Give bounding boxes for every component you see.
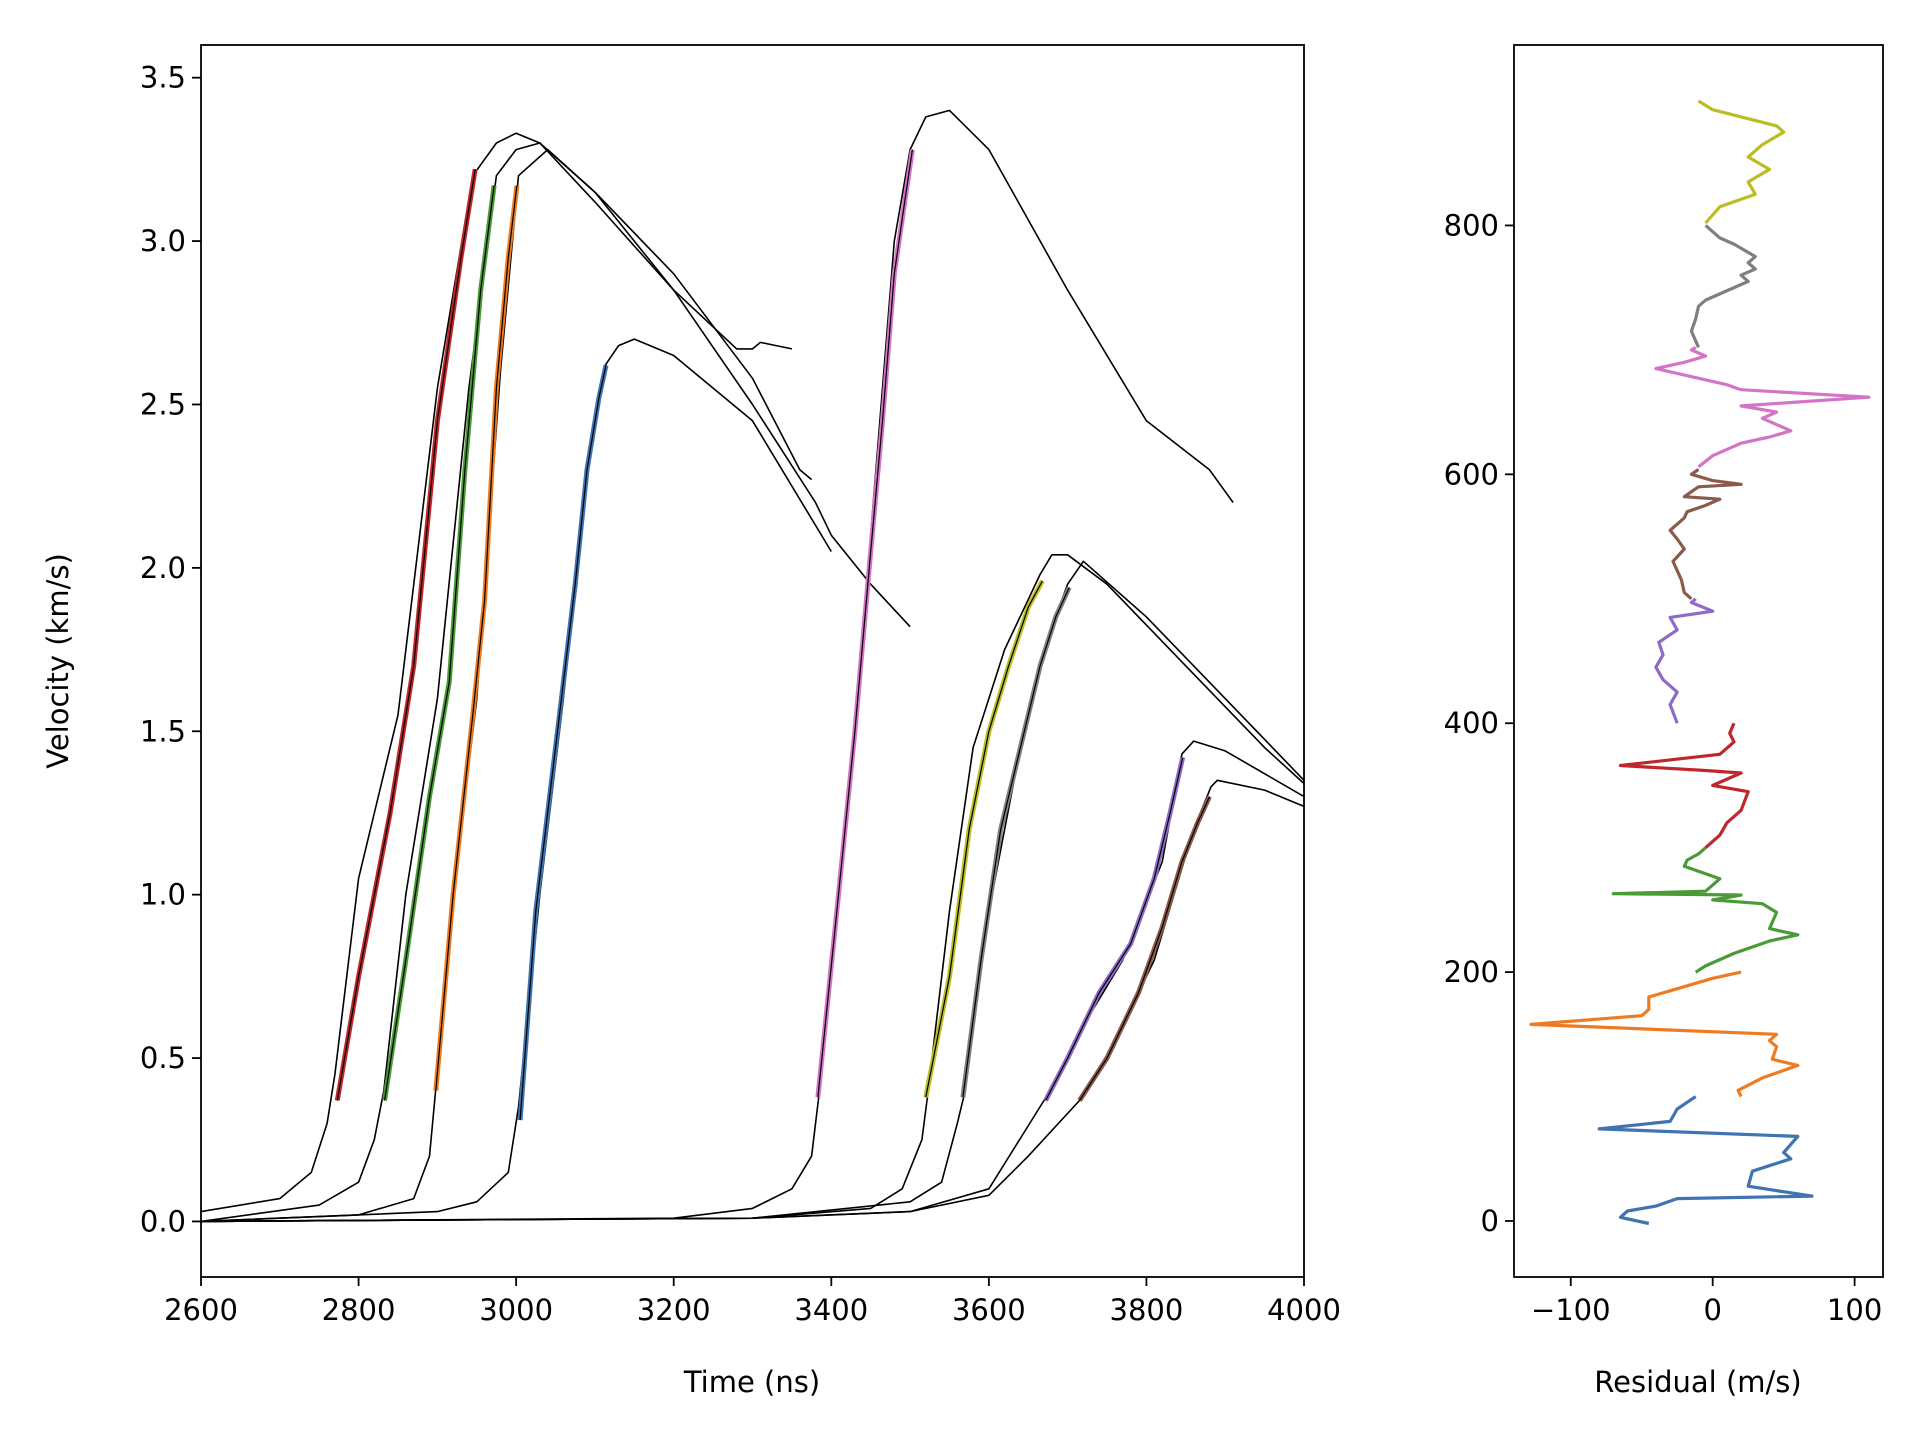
measured-traces <box>200 109 1305 1223</box>
fit-centerline-3 <box>519 365 607 1121</box>
x-tick-label: 2600 <box>164 1293 238 1327</box>
y-tick-label: 0.5 <box>140 1041 186 1075</box>
x-tick-label: 3200 <box>637 1293 711 1327</box>
y-tick-label: 2.0 <box>140 551 186 585</box>
fit-centerline-0 <box>336 169 476 1101</box>
fit-centerline-1 <box>384 185 495 1101</box>
y-tick-label: 2.5 <box>140 387 186 421</box>
x-tick-label: 0 <box>1703 1293 1721 1327</box>
x-tick-label: 4000 <box>1267 1293 1341 1327</box>
x-tick-label: 3800 <box>1110 1293 1184 1327</box>
residual-series-7 <box>1689 224 1757 349</box>
x-tick-label: 3000 <box>479 1293 553 1327</box>
x-tick-label: 100 <box>1827 1293 1882 1327</box>
velocity-plot-frame <box>200 44 1305 1278</box>
velocity-panel: 2600 2800 3000 3200 3400 3600 3800 4000 0.0 0.5 1… <box>41 44 1341 1399</box>
y-tick-label: 200 <box>1444 955 1499 989</box>
y-axis-ticks: 0.0 0.5 1.0 1.5 2.0 2.5 3.0 3.5 <box>140 61 201 1238</box>
x-tick-label: 2800 <box>322 1293 396 1327</box>
x-axis-ticks-residual: −100 0 100 <box>1531 1277 1882 1327</box>
residual-series-1 <box>1529 970 1800 1098</box>
x-axis-ticks: 2600 2800 3000 3200 3400 3600 3800 4000 <box>164 1277 1341 1327</box>
fit-centerline-6 <box>962 587 1070 1098</box>
measured-trace-0 <box>200 132 793 1213</box>
residual-series <box>1529 99 1871 1226</box>
residual-series-6 <box>1654 346 1871 469</box>
fit-centerline-4 <box>817 149 913 1098</box>
fit-centerline-7 <box>1045 757 1184 1101</box>
fit-centerline-5 <box>925 580 1043 1098</box>
x-axis-label-residual: Residual (m/s) <box>1594 1365 1801 1399</box>
residual-panel: −100 0 100 0 200 400 600 800 Residual (m/s) <box>1444 44 1884 1399</box>
residual-series-0 <box>1597 1095 1814 1226</box>
fit-centerline-2 <box>435 185 518 1091</box>
x-tick-label: 3400 <box>794 1293 868 1327</box>
fit-segment-6 <box>960 586 1072 1098</box>
fit-segment-5 <box>923 579 1045 1098</box>
residual-series-4 <box>1654 597 1715 724</box>
y-tick-label: 3.0 <box>140 224 186 258</box>
y-tick-label: 600 <box>1444 457 1499 491</box>
x-tick-label: −100 <box>1531 1293 1611 1327</box>
measured-trace-5 <box>200 553 1305 1223</box>
y-axis-label: Velocity (km/s) <box>41 553 75 769</box>
measured-trace-1 <box>200 142 911 1223</box>
y-tick-label: 0.0 <box>140 1204 186 1238</box>
residual-series-2 <box>1611 846 1800 974</box>
residual-series-3 <box>1618 722 1750 849</box>
fit-segment-3 <box>517 364 609 1121</box>
y-tick-label: 0 <box>1481 1204 1499 1238</box>
measured-trace-6 <box>200 560 1305 1223</box>
residual-plot-frame <box>1513 44 1884 1278</box>
measured-trace-7 <box>200 740 1305 1223</box>
y-tick-label: 800 <box>1444 208 1499 242</box>
y-tick-label: 1.5 <box>140 714 186 748</box>
measured-trace-3 <box>200 338 832 1223</box>
x-tick-label: 3600 <box>952 1293 1026 1327</box>
x-axis-label: Time (ns) <box>683 1365 820 1399</box>
y-tick-label: 400 <box>1444 706 1499 740</box>
fit-segments <box>334 149 1212 1121</box>
measured-trace-2 <box>200 148 813 1223</box>
y-tick-label: 1.0 <box>140 878 186 912</box>
fit-centerline-8 <box>1078 796 1211 1101</box>
measured-trace-4 <box>200 109 1234 1223</box>
residual-series-8 <box>1697 99 1786 225</box>
y-tick-label: 3.5 <box>140 61 186 95</box>
y-axis-ticks-residual: 0 200 400 600 800 <box>1444 208 1514 1238</box>
residual-series-5 <box>1668 468 1743 601</box>
